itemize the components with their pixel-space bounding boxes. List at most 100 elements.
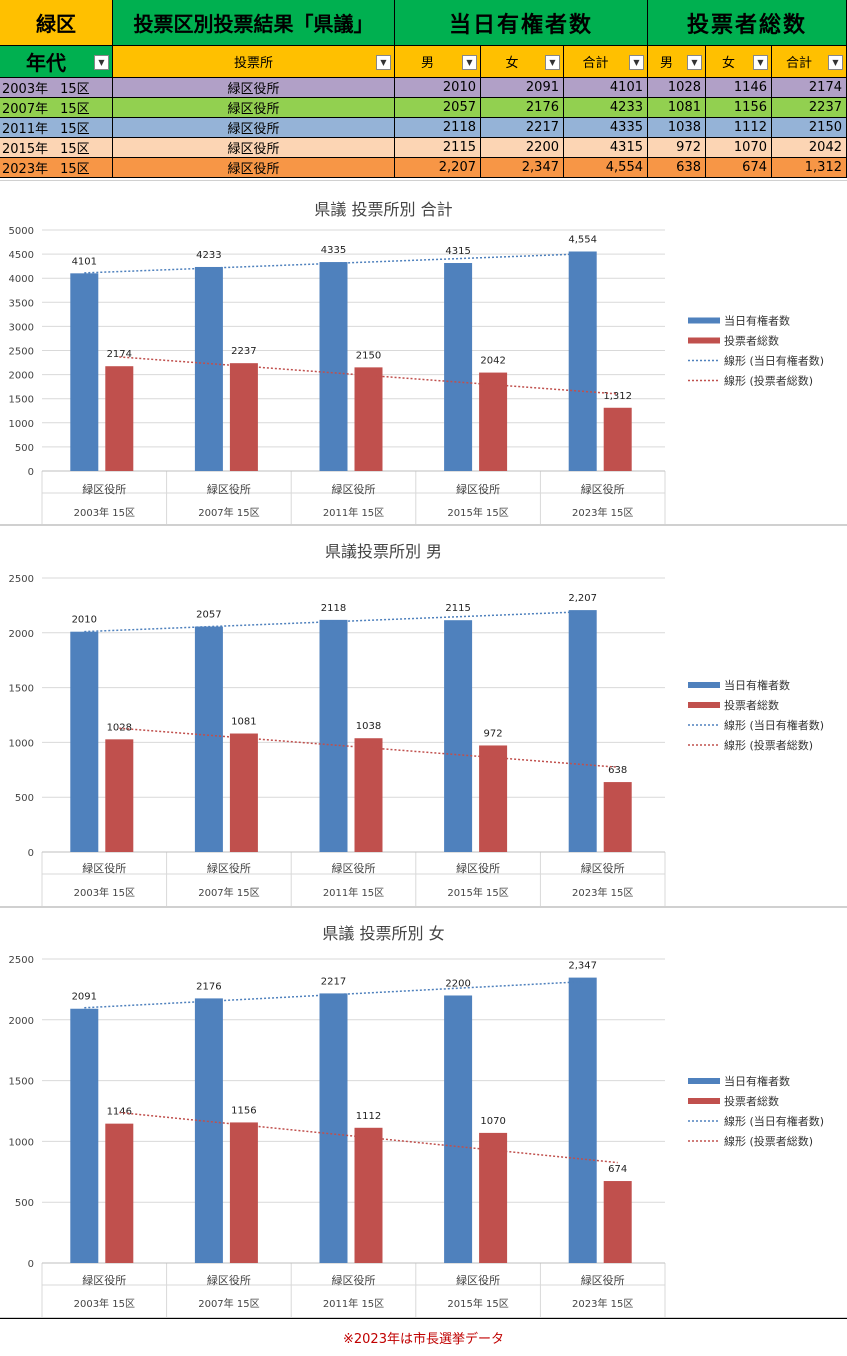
table-cell-b-m[interactable]: 638 [648, 158, 706, 178]
legend-item-trend-voters[interactable]: 線形 (当日有権者数) [724, 1114, 824, 1128]
legend-item-trend-ballots[interactable]: 線形 (投票者総数) [724, 374, 813, 388]
table-cell-v-m[interactable]: 2115 [395, 138, 481, 158]
table-cell-year[interactable]: 2003年 15区 [0, 78, 113, 98]
bar-ballots[interactable] [229, 733, 258, 852]
legend-item-voters[interactable]: 当日有権者数 [724, 314, 790, 328]
legend-item-trend-voters[interactable]: 線形 (当日有権者数) [724, 354, 824, 368]
table-cell-year[interactable]: 2015年 15区 [0, 138, 113, 158]
legend-item-ballots[interactable]: 投票者総数 [724, 334, 779, 348]
trendline-ballots[interactable] [119, 727, 618, 768]
bar-ballots[interactable] [105, 739, 134, 852]
table-cell-v-f[interactable]: 2,347 [481, 158, 564, 178]
legend-item-voters[interactable]: 当日有権者数 [724, 678, 790, 692]
col-header-year[interactable]: 年代 ▼ [0, 46, 113, 78]
ballots-group-header[interactable]: 投票者総数 [648, 0, 847, 46]
bar-voters[interactable] [319, 993, 348, 1263]
table-cell-v-t[interactable]: 4233 [564, 98, 648, 118]
table-cell-b-m[interactable]: 1028 [648, 78, 706, 98]
bar-ballots[interactable] [354, 738, 383, 852]
bar-voters[interactable] [194, 626, 223, 852]
bar-voters[interactable] [70, 273, 99, 471]
table-cell-b-t[interactable]: 2174 [772, 78, 847, 98]
filter-dropdown-icon[interactable]: ▼ [828, 54, 843, 70]
table-cell-year[interactable]: 2007年 15区 [0, 98, 113, 118]
table-cell-place[interactable]: 緑区役所 [113, 118, 395, 138]
bar-voters[interactable] [319, 619, 348, 852]
table-cell-v-t[interactable]: 4335 [564, 118, 648, 138]
table-cell-b-f[interactable]: 1156 [706, 98, 772, 118]
ward-title-cell[interactable]: 緑区 [0, 0, 113, 46]
table-cell-v-f[interactable]: 2091 [481, 78, 564, 98]
col-header-voters-total[interactable]: 合計 ▼ [564, 46, 648, 78]
trendline-voters[interactable] [84, 611, 583, 633]
table-cell-b-t[interactable]: 2042 [772, 138, 847, 158]
bar-voters[interactable] [444, 263, 473, 471]
filter-dropdown-icon[interactable]: ▼ [94, 54, 109, 70]
table-cell-b-t[interactable]: 1,312 [772, 158, 847, 178]
bar-ballots[interactable] [479, 372, 508, 471]
bar-voters[interactable] [319, 262, 348, 471]
table-cell-b-t[interactable]: 2150 [772, 118, 847, 138]
bar-voters[interactable] [568, 610, 597, 852]
main-title-cell[interactable]: 投票区別投票結果「県議」 [113, 0, 395, 46]
chart-female-panel[interactable]: 県議 投票所別 女 0 500 1000 1500 2000 2500 2091 1146 緑区役… [0, 907, 847, 1318]
table-cell-b-m[interactable]: 1038 [648, 118, 706, 138]
legend-item-voters[interactable]: 当日有権者数 [724, 1074, 790, 1088]
filter-dropdown-icon[interactable]: ▼ [462, 54, 477, 70]
col-header-voters-female[interactable]: 女 ▼ [481, 46, 564, 78]
bar-ballots[interactable] [603, 407, 632, 471]
table-cell-v-f[interactable]: 2200 [481, 138, 564, 158]
bar-ballots[interactable] [354, 367, 383, 471]
table-cell-v-m[interactable]: 2118 [395, 118, 481, 138]
legend-item-trend-ballots[interactable]: 線形 (投票者総数) [724, 738, 813, 752]
filter-dropdown-icon[interactable]: ▼ [629, 54, 644, 70]
table-cell-v-f[interactable]: 2217 [481, 118, 564, 138]
table-cell-year[interactable]: 2011年 15区 [0, 118, 113, 138]
chart-male-panel[interactable]: 県議投票所別 男 0 500 1000 1500 2000 2500 2010 1028 緑区役所… [0, 525, 847, 907]
table-cell-v-t[interactable]: 4,554 [564, 158, 648, 178]
table-cell-b-m[interactable]: 1081 [648, 98, 706, 118]
bar-voters[interactable] [568, 251, 597, 471]
col-header-voters-male[interactable]: 男 ▼ [395, 46, 481, 78]
bar-ballots[interactable] [603, 1181, 632, 1263]
bar-ballots[interactable] [229, 1122, 258, 1263]
col-header-place[interactable]: 投票所 ▼ [113, 46, 395, 78]
col-header-ballots-female[interactable]: 女 ▼ [706, 46, 772, 78]
col-header-ballots-total[interactable]: 合計 ▼ [772, 46, 847, 78]
bar-voters[interactable] [194, 266, 223, 471]
bar-ballots[interactable] [479, 745, 508, 852]
filter-dropdown-icon[interactable]: ▼ [687, 54, 702, 70]
filter-active-icon[interactable]: ▼ [376, 54, 391, 70]
table-cell-b-f[interactable]: 1146 [706, 78, 772, 98]
bar-ballots[interactable] [603, 782, 632, 852]
bar-voters[interactable] [444, 995, 473, 1263]
table-cell-place[interactable]: 緑区役所 [113, 138, 395, 158]
chart-total-panel[interactable]: 県議 投票所別 合計 0 500 1000 1500 2000 2500 3000 3500 40… [0, 180, 847, 526]
bar-voters[interactable] [70, 1008, 99, 1263]
legend-item-trend-voters[interactable]: 線形 (当日有権者数) [724, 718, 824, 732]
trendline-ballots[interactable] [119, 356, 618, 395]
bar-ballots[interactable] [105, 366, 134, 471]
legend-item-ballots[interactable]: 投票者総数 [724, 698, 779, 712]
bar-ballots[interactable] [229, 363, 258, 471]
bar-ballots[interactable] [354, 1127, 383, 1263]
voters-group-header[interactable]: 当日有権者数 [395, 0, 648, 46]
table-cell-v-m[interactable]: 2057 [395, 98, 481, 118]
table-cell-place[interactable]: 緑区役所 [113, 158, 395, 178]
filter-dropdown-icon[interactable]: ▼ [545, 54, 560, 70]
bar-ballots[interactable] [479, 1132, 508, 1263]
legend-item-ballots[interactable]: 投票者総数 [724, 1094, 779, 1108]
table-cell-v-t[interactable]: 4315 [564, 138, 648, 158]
table-cell-b-m[interactable]: 972 [648, 138, 706, 158]
table-cell-place[interactable]: 緑区役所 [113, 98, 395, 118]
table-cell-b-t[interactable]: 2237 [772, 98, 847, 118]
trendline-ballots[interactable] [119, 1111, 618, 1164]
table-cell-v-m[interactable]: 2010 [395, 78, 481, 98]
table-cell-b-f[interactable]: 674 [706, 158, 772, 178]
table-cell-year[interactable]: 2023年 15区 [0, 158, 113, 178]
bar-voters[interactable] [70, 631, 99, 852]
bar-ballots[interactable] [105, 1123, 134, 1263]
table-cell-v-f[interactable]: 2176 [481, 98, 564, 118]
col-header-ballots-male[interactable]: 男 ▼ [648, 46, 706, 78]
table-cell-v-t[interactable]: 4101 [564, 78, 648, 98]
